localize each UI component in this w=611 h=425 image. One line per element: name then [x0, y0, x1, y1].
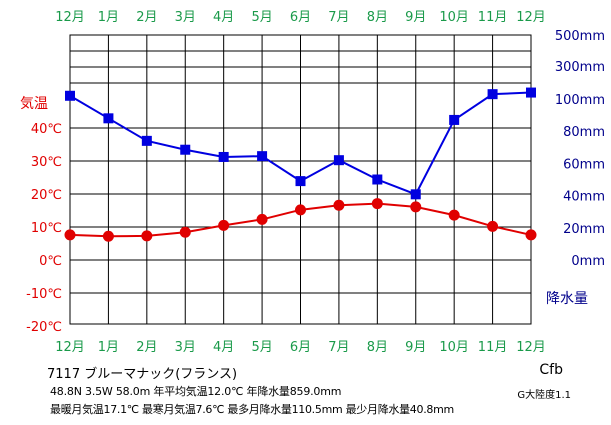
precip-tick-label: 20mm	[563, 222, 605, 237]
top-month-label: 6月	[290, 10, 311, 25]
station-info-line2: 最暖月気温17.1℃ 最寒月気温7.6℃ 最多月降水量110.5mm 最少月降水…	[50, 403, 454, 416]
precip-tick-label: 80mm	[563, 125, 605, 140]
top-month-label: 2月	[136, 10, 157, 25]
temperature-point	[448, 209, 460, 221]
bottom-month-label: 12月	[55, 340, 85, 355]
precip-tick-label: 60mm	[563, 157, 605, 172]
bottom-month-label: 2月	[136, 340, 157, 355]
top-month-label: 4月	[213, 10, 234, 25]
precipitation-point	[65, 90, 75, 101]
precipitation-point	[218, 151, 229, 162]
top-month-ticks: 12月 1月 2月 3月 4月 5月 6月 7月 8月 9月 10月 11月 12月	[55, 10, 546, 25]
top-month-label: 12月	[516, 10, 546, 25]
precip-tick-label: 300mm	[555, 60, 605, 75]
bottom-month-label: 1月	[98, 340, 119, 355]
top-month-label: 11月	[478, 10, 508, 25]
precip-tick-label: 100mm	[555, 93, 605, 108]
precipitation-point	[410, 189, 421, 200]
top-month-label: 5月	[251, 10, 272, 25]
temp-tick-label: 10℃	[31, 221, 62, 236]
temperature-point	[333, 199, 345, 211]
climate-source: G大陸度1.1	[517, 390, 571, 401]
precipitation-point	[487, 89, 498, 100]
precipitation-point	[141, 135, 152, 146]
top-month-label: 3月	[175, 10, 196, 25]
top-month-label: 9月	[405, 10, 426, 25]
temperature-point	[371, 198, 383, 210]
bottom-month-label: 12月	[516, 340, 546, 355]
top-month-label: 8月	[367, 10, 388, 25]
temp-tick-label: -10℃	[26, 287, 62, 302]
temperature-axis-ticks: 40℃ 30℃ 20℃ 10℃ 0℃ -10℃ -20℃	[26, 122, 62, 335]
bottom-month-label: 7月	[328, 340, 349, 355]
precipitation-point	[180, 144, 191, 155]
temperature-point	[295, 204, 306, 216]
climate-code: Cfb	[539, 362, 563, 378]
temperature-point	[256, 213, 268, 225]
top-month-label: 1月	[98, 10, 119, 25]
temperature-point	[410, 201, 422, 213]
temp-tick-label: -20℃	[26, 320, 62, 335]
station-info-line1: 48.8N 3.5W 58.0m 年平均気温12.0℃ 年降水量859.0mm	[50, 385, 342, 398]
bottom-month-label: 5月	[251, 340, 272, 355]
bottom-month-label: 10月	[439, 340, 469, 355]
temp-tick-label: 30℃	[31, 155, 62, 170]
bottom-month-ticks: 12月 1月 2月 3月 4月 5月 6月 7月 8月 9月 10月 11月 12月	[55, 340, 546, 355]
bottom-month-label: 3月	[175, 340, 196, 355]
temperature-point	[218, 219, 230, 231]
top-month-label: 10月	[439, 10, 469, 25]
temperature-axis-label: 気温	[20, 96, 48, 112]
precip-tick-label: 500mm	[555, 29, 605, 44]
grid	[69, 34, 532, 325]
temperature-point	[487, 220, 499, 232]
bottom-month-label: 11月	[478, 340, 508, 355]
temp-tick-label: 0℃	[39, 254, 62, 269]
precipitation-point	[333, 155, 344, 166]
temperature-point	[64, 229, 76, 241]
precipitation-point	[295, 176, 306, 187]
top-month-label: 12月	[55, 10, 85, 25]
precip-tick-label: 0mm	[571, 254, 605, 269]
temp-tick-label: 40℃	[31, 122, 62, 137]
temp-tick-label: 20℃	[31, 188, 62, 203]
top-month-label: 7月	[328, 10, 349, 25]
series	[64, 87, 537, 242]
precipitation-point	[257, 151, 268, 162]
temperature-point	[141, 230, 153, 242]
precipitation-point	[372, 174, 383, 185]
bottom-month-label: 9月	[405, 340, 426, 355]
precipitation-point	[103, 113, 114, 124]
station-name: 7117 ブルーマナック(フランス)	[47, 367, 238, 382]
bottom-month-label: 6月	[290, 340, 311, 355]
precipitation-point	[449, 114, 460, 125]
bottom-month-label: 4月	[213, 340, 234, 355]
bottom-month-label: 8月	[367, 340, 388, 355]
temperature-point	[525, 229, 537, 241]
precipitation-axis-ticks: 500mm 300mm 100mm 80mm 60mm 40mm 20mm 0mm	[555, 29, 605, 269]
precip-tick-label: 40mm	[563, 190, 605, 205]
precipitation-axis-label: 降水量	[546, 291, 588, 307]
precipitation-point	[526, 87, 536, 98]
temperature-point	[102, 230, 114, 242]
temperature-point	[179, 226, 191, 238]
